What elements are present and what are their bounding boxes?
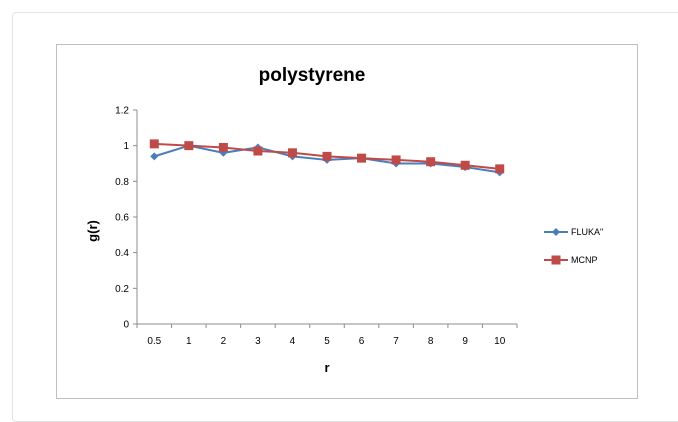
y-tick-label: 0.2 — [115, 284, 129, 295]
legend-label-1: FLUKA" — [571, 227, 603, 237]
y-axis-title: g(r) — [85, 220, 100, 242]
x-tick-label: 6 — [359, 336, 365, 347]
legend-marker-2 — [551, 255, 561, 265]
series-2-point — [495, 164, 505, 174]
x-tick-label: 1 — [186, 336, 192, 347]
x-tick-label: 3 — [255, 336, 261, 347]
legend-label-2: MCNP — [571, 255, 598, 265]
series-2-point — [184, 141, 194, 151]
y-tick-label: 1.2 — [115, 106, 129, 117]
x-axis-title: r — [324, 360, 329, 375]
series-2-point — [357, 153, 367, 163]
legend-marker-1 — [552, 228, 560, 236]
x-tick-label: 0.5 — [147, 336, 161, 347]
series-2-point — [460, 160, 470, 170]
x-tick-label: 7 — [393, 336, 399, 347]
legend: FLUKA" MCNP — [544, 227, 603, 265]
x-tick-label: 2 — [221, 336, 227, 347]
y-tick-label: 0.4 — [115, 248, 129, 259]
x-tick-label: 8 — [428, 336, 434, 347]
line-chart: polystyrene r g(r) 0 0.2 0.4 0.6 0.8 1 1.2 0.5 1… — [85, 65, 603, 375]
series-2-point — [287, 148, 297, 158]
series-2-point — [391, 155, 401, 165]
x-tick-label: 10 — [494, 336, 506, 347]
y-tick-label: 0.6 — [115, 213, 129, 224]
y-tick-label: 0.8 — [115, 177, 129, 188]
y-tick-label: 0 — [123, 320, 129, 331]
series-1-point — [150, 152, 159, 161]
x-tick-label: 9 — [462, 336, 468, 347]
chart-frame: polystyrene r g(r) 0 0.2 0.4 0.6 0.8 1 1.2 0.5 1… — [56, 44, 638, 399]
series-2-point — [322, 151, 332, 161]
x-tick-label: 4 — [290, 336, 296, 347]
x-tick-label: 5 — [324, 336, 330, 347]
y-tick-label: 1 — [123, 141, 129, 152]
plot-area: 0 0.2 0.4 0.6 0.8 1 1.2 0.5 1 2 3 4 5 6 7 8 9 10 — [115, 106, 518, 347]
series-2-point — [253, 146, 263, 156]
series-2-point — [149, 139, 159, 149]
series-2-point — [218, 142, 228, 152]
series-2-point — [426, 157, 436, 167]
chart-title: polystyrene — [259, 65, 366, 86]
